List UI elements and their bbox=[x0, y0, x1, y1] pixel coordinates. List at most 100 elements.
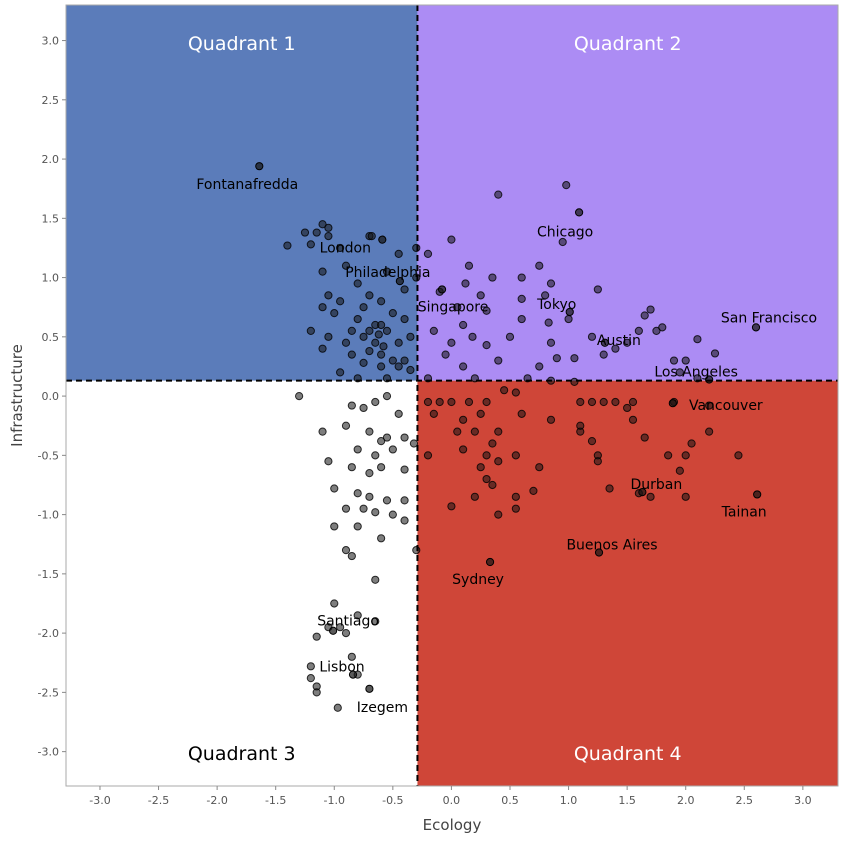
data-point bbox=[476, 291, 485, 300]
data-point bbox=[640, 433, 649, 442]
data-point bbox=[494, 457, 503, 466]
data-point bbox=[400, 285, 409, 294]
data-point bbox=[347, 551, 356, 561]
data-point bbox=[365, 346, 374, 356]
data-point bbox=[570, 377, 579, 386]
data-point bbox=[494, 356, 503, 365]
data-point bbox=[365, 291, 374, 300]
x-tick-label: 0.5 bbox=[501, 794, 519, 807]
data-point bbox=[359, 358, 368, 368]
data-point bbox=[359, 504, 368, 513]
data-point bbox=[658, 323, 667, 332]
data-point bbox=[461, 279, 470, 288]
city-label: Sydney bbox=[452, 572, 504, 588]
data-point bbox=[318, 303, 327, 312]
data-point bbox=[470, 492, 479, 501]
quadrant-1-label: Quadrant 1 bbox=[188, 33, 296, 55]
data-point bbox=[336, 368, 345, 377]
data-point bbox=[681, 492, 690, 501]
data-point bbox=[459, 320, 468, 330]
data-point bbox=[318, 344, 327, 353]
data-point bbox=[341, 504, 351, 513]
x-tick-label: -2.0 bbox=[206, 794, 227, 807]
city-label: Buenos Aires bbox=[566, 538, 657, 554]
data-point bbox=[593, 457, 602, 466]
city-label: London bbox=[320, 241, 371, 257]
data-point bbox=[341, 546, 351, 555]
city-label: Chicago bbox=[537, 224, 593, 240]
data-point bbox=[400, 314, 409, 324]
data-point bbox=[468, 332, 477, 341]
data-point bbox=[377, 320, 386, 330]
city-label: Los Angeles bbox=[654, 365, 738, 381]
data-point bbox=[406, 365, 415, 375]
data-point bbox=[541, 291, 550, 300]
data-point bbox=[341, 629, 351, 638]
data-point bbox=[388, 356, 397, 365]
data-point bbox=[306, 662, 315, 671]
data-point bbox=[511, 451, 520, 460]
city-label: Tainan bbox=[721, 504, 767, 520]
data-point bbox=[628, 415, 638, 424]
data-point bbox=[564, 314, 573, 324]
x-tick-label: 2.5 bbox=[736, 794, 754, 807]
data-point bbox=[330, 309, 339, 318]
data-point bbox=[447, 397, 456, 407]
data-point bbox=[400, 356, 409, 365]
data-point bbox=[482, 451, 491, 460]
data-point bbox=[365, 326, 374, 336]
data-point bbox=[494, 427, 503, 436]
data-point bbox=[681, 356, 690, 365]
data-point bbox=[353, 611, 362, 620]
data-point bbox=[300, 228, 310, 237]
data-point bbox=[675, 466, 684, 475]
city-label: San Francisco bbox=[721, 310, 817, 326]
x-axis-label: Ecology bbox=[423, 816, 482, 834]
data-point bbox=[593, 285, 602, 294]
x-tick-label: 1.0 bbox=[560, 794, 578, 807]
data-point bbox=[535, 261, 544, 270]
data-point bbox=[605, 484, 614, 493]
data-point bbox=[675, 368, 684, 377]
city-label: Izegem bbox=[357, 700, 408, 716]
data-point bbox=[371, 397, 380, 407]
x-tick-label: -3.0 bbox=[89, 794, 110, 807]
data-point bbox=[382, 267, 392, 276]
y-tick-label: -2.0 bbox=[38, 627, 59, 640]
data-point bbox=[371, 617, 380, 626]
data-point bbox=[409, 439, 419, 448]
data-point bbox=[544, 318, 553, 327]
data-point bbox=[330, 484, 339, 493]
x-tick-label: -1.0 bbox=[324, 794, 345, 807]
data-point bbox=[312, 632, 321, 641]
data-point bbox=[570, 354, 579, 363]
y-tick-label: -1.0 bbox=[38, 509, 59, 522]
city-label: Durban bbox=[630, 477, 682, 493]
data-point bbox=[482, 397, 491, 407]
labeled-point bbox=[485, 557, 495, 567]
quadrant-2-area bbox=[417, 5, 838, 381]
data-point bbox=[312, 688, 321, 697]
data-point bbox=[646, 305, 655, 314]
labeled-point bbox=[378, 235, 387, 244]
data-point bbox=[394, 362, 403, 371]
data-point bbox=[371, 575, 380, 584]
data-point bbox=[558, 237, 567, 247]
data-point bbox=[333, 703, 342, 712]
data-point bbox=[336, 243, 345, 253]
data-point bbox=[306, 674, 315, 683]
data-point bbox=[587, 437, 597, 446]
data-point bbox=[517, 409, 526, 418]
labeled-point bbox=[751, 323, 761, 332]
data-point bbox=[347, 326, 356, 336]
data-point bbox=[377, 437, 386, 446]
data-point bbox=[669, 356, 679, 365]
data-point bbox=[400, 516, 409, 525]
data-point bbox=[535, 463, 544, 472]
data-point bbox=[283, 241, 292, 250]
data-point bbox=[628, 397, 638, 407]
data-point bbox=[312, 228, 321, 237]
quadrant-3-label: Quadrant 3 bbox=[188, 743, 296, 765]
data-point bbox=[734, 451, 743, 460]
